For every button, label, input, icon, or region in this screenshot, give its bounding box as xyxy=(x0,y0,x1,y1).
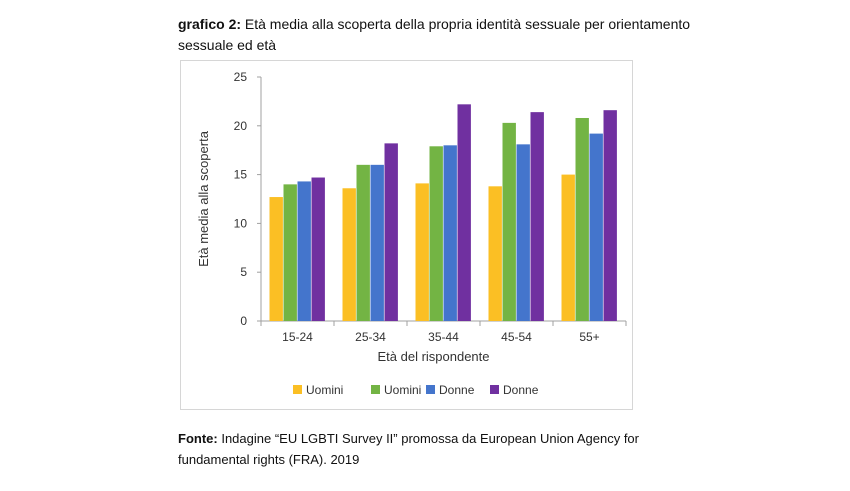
bar-35-44-2 xyxy=(429,146,443,321)
y-axis-title: Età media alla scoperta xyxy=(196,130,211,267)
legend-swatch xyxy=(371,385,380,394)
x-tick-label: 35-44 xyxy=(428,330,459,344)
source-label: Fonte: xyxy=(178,431,218,446)
legend-label: Donne xyxy=(439,383,475,397)
bar-25-34-2 xyxy=(356,164,370,321)
bar-25-34-1 xyxy=(342,188,356,321)
x-tick-label: 55+ xyxy=(579,330,599,344)
source-note: Fonte: Indagine “EU LGBTI Survey II” pro… xyxy=(178,428,678,470)
bar-chart: 0 5 10 15 20 25 Età media alla scoperta 15-24 25… xyxy=(196,70,627,397)
x-tick-label: 15-24 xyxy=(282,330,313,344)
y-tick-label: 0 xyxy=(240,314,247,328)
legend-swatch xyxy=(293,385,302,394)
legend-label: Donne xyxy=(503,383,539,397)
legend-swatch xyxy=(490,385,499,394)
bar-15-24-4 xyxy=(311,177,325,321)
legend-label: Uomini xyxy=(306,383,343,397)
y-tick-label: 10 xyxy=(234,216,248,230)
bar-55+-3 xyxy=(589,133,603,321)
y-tick-label: 5 xyxy=(240,265,247,279)
x-axis-title: Età del rispondente xyxy=(377,349,489,364)
legend-label: Uomini xyxy=(384,383,421,397)
source-text: Indagine “EU LGBTI Survey II” promossa d… xyxy=(178,431,639,467)
bar-45-54-2 xyxy=(502,122,516,321)
bar-25-34-4 xyxy=(384,143,398,321)
bar-35-44-1 xyxy=(415,183,429,321)
bar-15-24-1 xyxy=(269,197,283,321)
bar-15-24-3 xyxy=(297,181,311,321)
bar-15-24-2 xyxy=(283,184,297,321)
y-tick-label: 15 xyxy=(234,168,248,182)
x-tick-label: 45-54 xyxy=(501,330,532,344)
bar-25-34-3 xyxy=(370,164,384,321)
bar-55+-4 xyxy=(603,110,617,322)
caption-title: Età media alla scoperta della propria id… xyxy=(178,16,691,53)
caption-label: grafico 2: xyxy=(178,16,242,32)
bar-55+-2 xyxy=(575,117,589,321)
bar-35-44-4 xyxy=(457,104,471,321)
y-tick-label: 20 xyxy=(234,119,248,133)
legend-swatch xyxy=(426,385,435,394)
bar-55+-1 xyxy=(561,174,575,321)
chart-frame: 0 5 10 15 20 25 Età media alla scoperta 15-24 25… xyxy=(180,60,633,410)
chart-caption: grafico 2: Età media alla scoperta della… xyxy=(178,14,698,56)
bar-45-54-1 xyxy=(488,186,502,321)
y-tick-label: 25 xyxy=(234,70,248,84)
x-tick-label: 25-34 xyxy=(355,330,386,344)
bar-45-54-4 xyxy=(530,112,544,321)
bar-45-54-3 xyxy=(516,144,530,321)
bar-35-44-3 xyxy=(443,145,457,321)
